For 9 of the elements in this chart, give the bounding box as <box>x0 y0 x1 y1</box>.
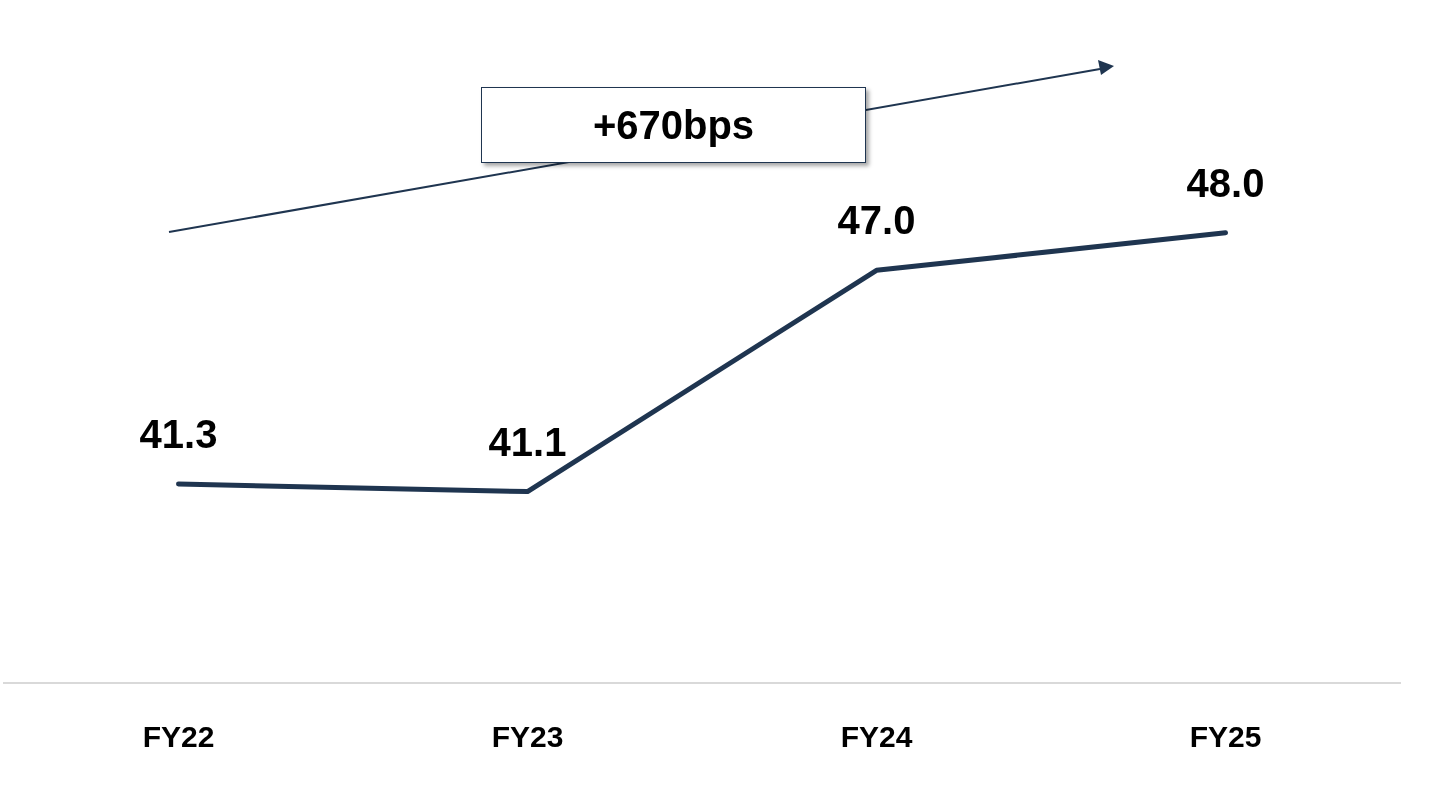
x-tick-label: FY23 <box>491 720 564 754</box>
x-tick-label: FY24 <box>840 720 913 754</box>
data-label: 48.0 <box>1186 160 1265 205</box>
data-label: 41.1 <box>488 419 567 464</box>
x-tick-label: FY25 <box>1189 720 1262 754</box>
data-label: 47.0 <box>837 198 916 243</box>
data-label: 41.3 <box>139 412 218 457</box>
x-tick-label: FY22 <box>142 720 215 754</box>
text: +670bps <box>481 87 866 163</box>
